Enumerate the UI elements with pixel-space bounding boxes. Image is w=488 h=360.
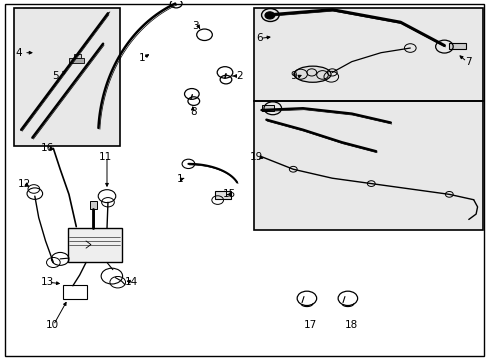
Bar — [261, 105, 273, 111]
Bar — [254, 8, 483, 101]
Circle shape — [264, 12, 274, 19]
Text: 6: 6 — [255, 33, 262, 43]
Text: 8: 8 — [190, 107, 196, 117]
Bar — [14, 8, 120, 146]
Text: 3: 3 — [192, 21, 199, 31]
Text: 13: 13 — [41, 277, 54, 287]
Bar — [68, 228, 122, 262]
Bar — [69, 58, 83, 63]
Ellipse shape — [294, 66, 330, 82]
Bar — [63, 285, 86, 299]
Text: 7: 7 — [465, 57, 471, 67]
Text: 18: 18 — [345, 320, 358, 330]
Text: 16: 16 — [41, 143, 54, 153]
Bar — [90, 201, 97, 209]
Bar — [74, 54, 81, 58]
Text: 14: 14 — [124, 277, 138, 287]
Text: 15: 15 — [223, 189, 236, 199]
Bar — [254, 8, 483, 101]
Text: 10: 10 — [45, 320, 59, 330]
Bar — [215, 191, 230, 199]
Text: 11: 11 — [99, 152, 112, 162]
Bar — [14, 8, 120, 146]
Text: 19: 19 — [249, 152, 263, 162]
Text: 17: 17 — [303, 320, 316, 330]
Text: 1: 1 — [139, 53, 145, 63]
Text: 9: 9 — [289, 71, 296, 81]
Text: 5: 5 — [52, 71, 59, 81]
Text: 1: 1 — [177, 174, 183, 184]
Bar — [448, 42, 466, 49]
Text: 4: 4 — [16, 48, 22, 58]
Text: 12: 12 — [18, 179, 31, 189]
Text: 2: 2 — [236, 71, 243, 81]
Bar — [254, 101, 483, 230]
Bar — [254, 101, 483, 230]
